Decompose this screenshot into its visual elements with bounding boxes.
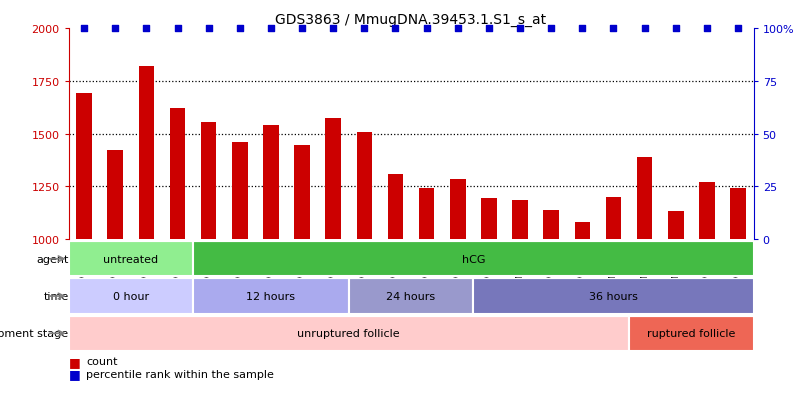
Text: unruptured follicle: unruptured follicle — [297, 328, 400, 339]
Point — [700, 26, 713, 32]
Text: untreated: untreated — [103, 254, 158, 264]
Title: GDS3863 / MmugDNA.39453.1.S1_s_at: GDS3863 / MmugDNA.39453.1.S1_s_at — [276, 12, 546, 26]
Bar — [356, 133, 372, 413]
Bar — [263, 126, 279, 413]
Bar — [107, 151, 123, 413]
Bar — [575, 223, 590, 413]
Bar — [326, 119, 341, 413]
Point — [77, 26, 90, 32]
Text: ruptured follicle: ruptured follicle — [647, 328, 736, 339]
Bar — [699, 183, 715, 413]
Bar — [419, 189, 434, 413]
Bar — [513, 201, 528, 413]
Point — [638, 26, 651, 32]
Text: hCG: hCG — [462, 254, 485, 264]
Bar — [349, 279, 473, 314]
Point — [732, 26, 745, 32]
Text: count: count — [86, 356, 118, 366]
Bar — [388, 174, 403, 413]
Point — [358, 26, 371, 32]
Point — [264, 26, 277, 32]
Bar — [232, 142, 247, 413]
Text: time: time — [44, 291, 69, 301]
Point — [513, 26, 526, 32]
Bar — [605, 197, 621, 413]
Bar — [543, 210, 559, 413]
Bar — [473, 279, 754, 314]
Point — [607, 26, 620, 32]
Text: 0 hour: 0 hour — [113, 291, 149, 301]
Point — [389, 26, 402, 32]
Point — [420, 26, 433, 32]
Point — [140, 26, 153, 32]
Bar — [450, 180, 466, 413]
Bar — [294, 146, 310, 413]
Text: percentile rank within the sample: percentile rank within the sample — [86, 369, 274, 379]
Bar — [193, 242, 754, 277]
Bar — [69, 316, 629, 351]
Text: agent: agent — [36, 254, 69, 264]
Bar — [481, 199, 496, 413]
Bar — [637, 157, 652, 413]
Point — [451, 26, 464, 32]
Bar — [139, 67, 154, 413]
Point — [483, 26, 496, 32]
Text: 24 hours: 24 hours — [387, 291, 435, 301]
Point — [296, 26, 309, 32]
Bar — [193, 279, 349, 314]
Point — [545, 26, 558, 32]
Point — [109, 26, 122, 32]
Point — [234, 26, 247, 32]
Bar — [201, 123, 217, 413]
Bar — [668, 211, 683, 413]
Text: 12 hours: 12 hours — [247, 291, 296, 301]
Point — [326, 26, 339, 32]
Point — [171, 26, 184, 32]
Text: ■: ■ — [69, 355, 81, 368]
Bar — [730, 189, 746, 413]
Point — [575, 26, 588, 32]
Point — [669, 26, 682, 32]
Point — [202, 26, 215, 32]
Text: 36 hours: 36 hours — [589, 291, 638, 301]
Bar — [629, 316, 754, 351]
Bar — [69, 279, 193, 314]
Bar — [77, 94, 92, 413]
Bar — [170, 109, 185, 413]
Text: development stage: development stage — [0, 328, 69, 339]
Text: ■: ■ — [69, 367, 81, 380]
Bar — [69, 242, 193, 277]
